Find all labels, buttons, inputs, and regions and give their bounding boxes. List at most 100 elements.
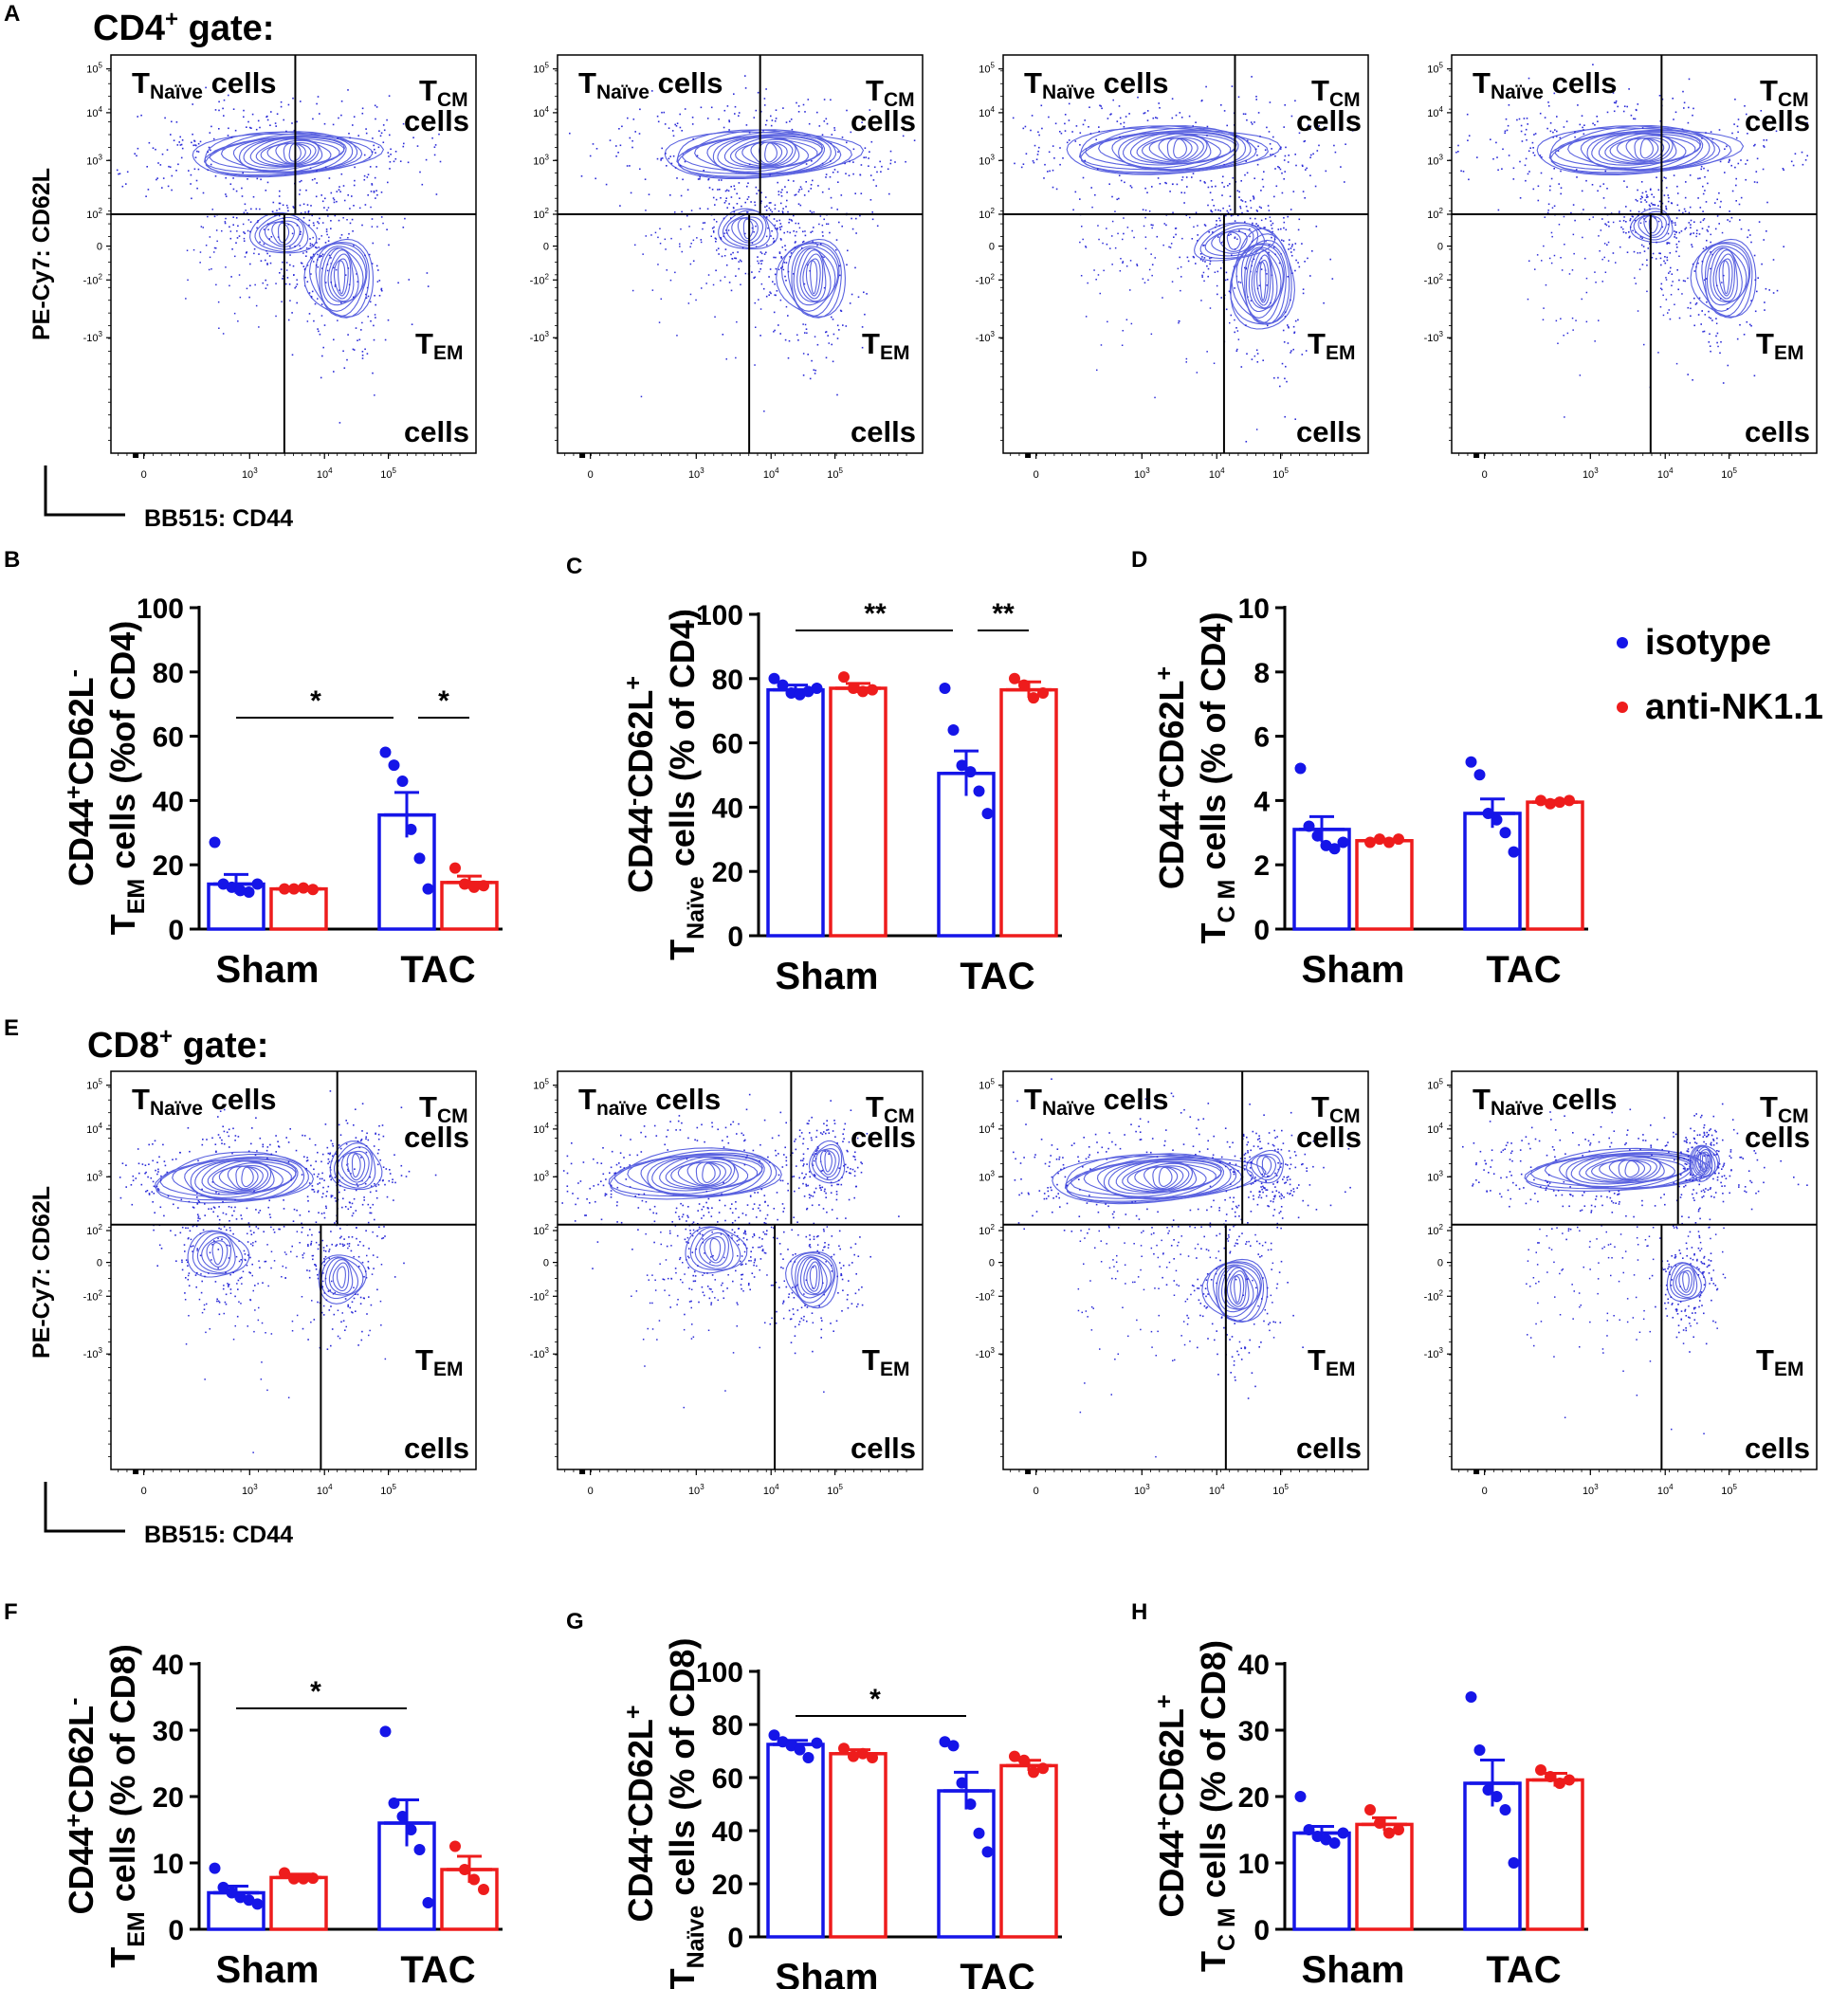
event-dot bbox=[384, 338, 387, 341]
event-dot bbox=[397, 282, 399, 284]
event-dot bbox=[359, 1296, 362, 1299]
event-dot bbox=[223, 99, 226, 101]
label-subscript: Naïve bbox=[1491, 82, 1544, 103]
flow-plot-cd8-1: TNaïve cells TCMcellsTEMcells105104103102… bbox=[83, 1070, 477, 1497]
event-dot bbox=[1676, 185, 1678, 188]
event-dot bbox=[287, 319, 290, 321]
event-dot bbox=[745, 1108, 748, 1111]
event-dot bbox=[148, 1193, 151, 1195]
event-dot bbox=[130, 1184, 133, 1186]
event-dot bbox=[724, 190, 727, 192]
event-dot bbox=[816, 245, 818, 246]
event-dot bbox=[835, 239, 838, 241]
event-dot bbox=[225, 193, 227, 195]
event-dot bbox=[232, 188, 235, 191]
y-tick-label: 0 bbox=[97, 242, 102, 253]
event-dot bbox=[848, 1198, 851, 1201]
event-dot bbox=[1265, 1180, 1268, 1183]
event-dot bbox=[284, 1277, 286, 1279]
event-dot bbox=[321, 1172, 323, 1175]
event-dot bbox=[377, 269, 379, 271]
event-dot bbox=[763, 1222, 766, 1224]
event-dot bbox=[1314, 185, 1317, 188]
event-dot bbox=[775, 1149, 777, 1152]
event-dot bbox=[222, 1212, 225, 1214]
event-dot bbox=[379, 1300, 382, 1303]
event-dot bbox=[306, 265, 309, 266]
event-dot bbox=[1604, 207, 1606, 209]
event-dot bbox=[739, 197, 741, 199]
event-dot bbox=[1261, 1173, 1263, 1176]
event-dot bbox=[351, 1214, 354, 1217]
event-dot bbox=[218, 100, 220, 103]
event-dot bbox=[435, 193, 438, 195]
event-dot bbox=[1526, 118, 1528, 119]
event-dot bbox=[1178, 321, 1180, 324]
event-dot bbox=[780, 239, 782, 241]
event-dot bbox=[328, 1309, 331, 1311]
event-dot bbox=[1546, 127, 1548, 130]
contour-line bbox=[332, 1262, 350, 1292]
label-subscript: EM bbox=[880, 1359, 910, 1380]
event-dot bbox=[737, 1304, 739, 1305]
event-dot bbox=[1351, 130, 1354, 132]
event-dot bbox=[604, 1193, 607, 1195]
event-dot bbox=[1071, 131, 1073, 133]
event-dot bbox=[1220, 104, 1222, 106]
event-dot bbox=[318, 1232, 320, 1233]
event-dot bbox=[326, 264, 329, 265]
event-dot bbox=[808, 1194, 811, 1195]
event-dot bbox=[629, 165, 631, 167]
plot-frame bbox=[1002, 54, 1369, 454]
event-dot bbox=[1202, 245, 1204, 246]
contour-line bbox=[699, 1232, 729, 1267]
event-dot bbox=[1302, 292, 1305, 295]
event-dot bbox=[185, 1259, 188, 1261]
event-dot bbox=[1615, 101, 1617, 104]
event-dot bbox=[686, 189, 689, 191]
event-dot bbox=[833, 1120, 835, 1122]
event-dot bbox=[163, 1214, 165, 1217]
event-dot bbox=[1585, 277, 1588, 280]
event-dot bbox=[1662, 314, 1665, 317]
event-dot bbox=[1673, 119, 1674, 120]
event-dot bbox=[1168, 246, 1170, 248]
event-dot bbox=[1195, 211, 1198, 213]
event-dot bbox=[349, 222, 352, 225]
tick-base: 0 bbox=[97, 242, 102, 253]
event-dot bbox=[311, 1185, 314, 1187]
event-dot bbox=[1497, 169, 1499, 172]
event-dot bbox=[691, 1251, 694, 1253]
event-dot bbox=[1292, 325, 1295, 328]
event-dot bbox=[671, 1221, 673, 1223]
event-dot bbox=[1284, 155, 1287, 157]
event-dot bbox=[1701, 260, 1704, 263]
event-dot bbox=[794, 1325, 796, 1328]
event-dot bbox=[1234, 319, 1235, 321]
event-dot bbox=[1229, 209, 1232, 210]
event-dot bbox=[1582, 236, 1583, 239]
event-dot bbox=[198, 1201, 201, 1203]
event-dot bbox=[1690, 227, 1692, 228]
event-dot bbox=[699, 178, 701, 180]
event-dot bbox=[1583, 209, 1584, 210]
event-dot bbox=[738, 115, 740, 117]
event-dot bbox=[361, 355, 364, 356]
event-dot bbox=[831, 1184, 833, 1187]
event-dot bbox=[683, 1328, 686, 1331]
event-dot bbox=[1559, 137, 1562, 139]
event-dot bbox=[682, 1204, 684, 1207]
event-dot bbox=[648, 193, 650, 195]
event-dot bbox=[1663, 260, 1665, 263]
event-dot bbox=[825, 1132, 827, 1135]
event-dot bbox=[176, 144, 179, 146]
event-dot bbox=[730, 289, 733, 292]
event-dot bbox=[1277, 376, 1279, 379]
event-dot bbox=[1564, 244, 1565, 246]
event-dot bbox=[1702, 247, 1705, 249]
event-dot bbox=[431, 137, 433, 139]
label-t: T bbox=[1024, 66, 1042, 100]
event-dot bbox=[1150, 333, 1153, 336]
event-dot bbox=[228, 1128, 230, 1131]
tick-exp: 5 bbox=[1732, 466, 1737, 475]
